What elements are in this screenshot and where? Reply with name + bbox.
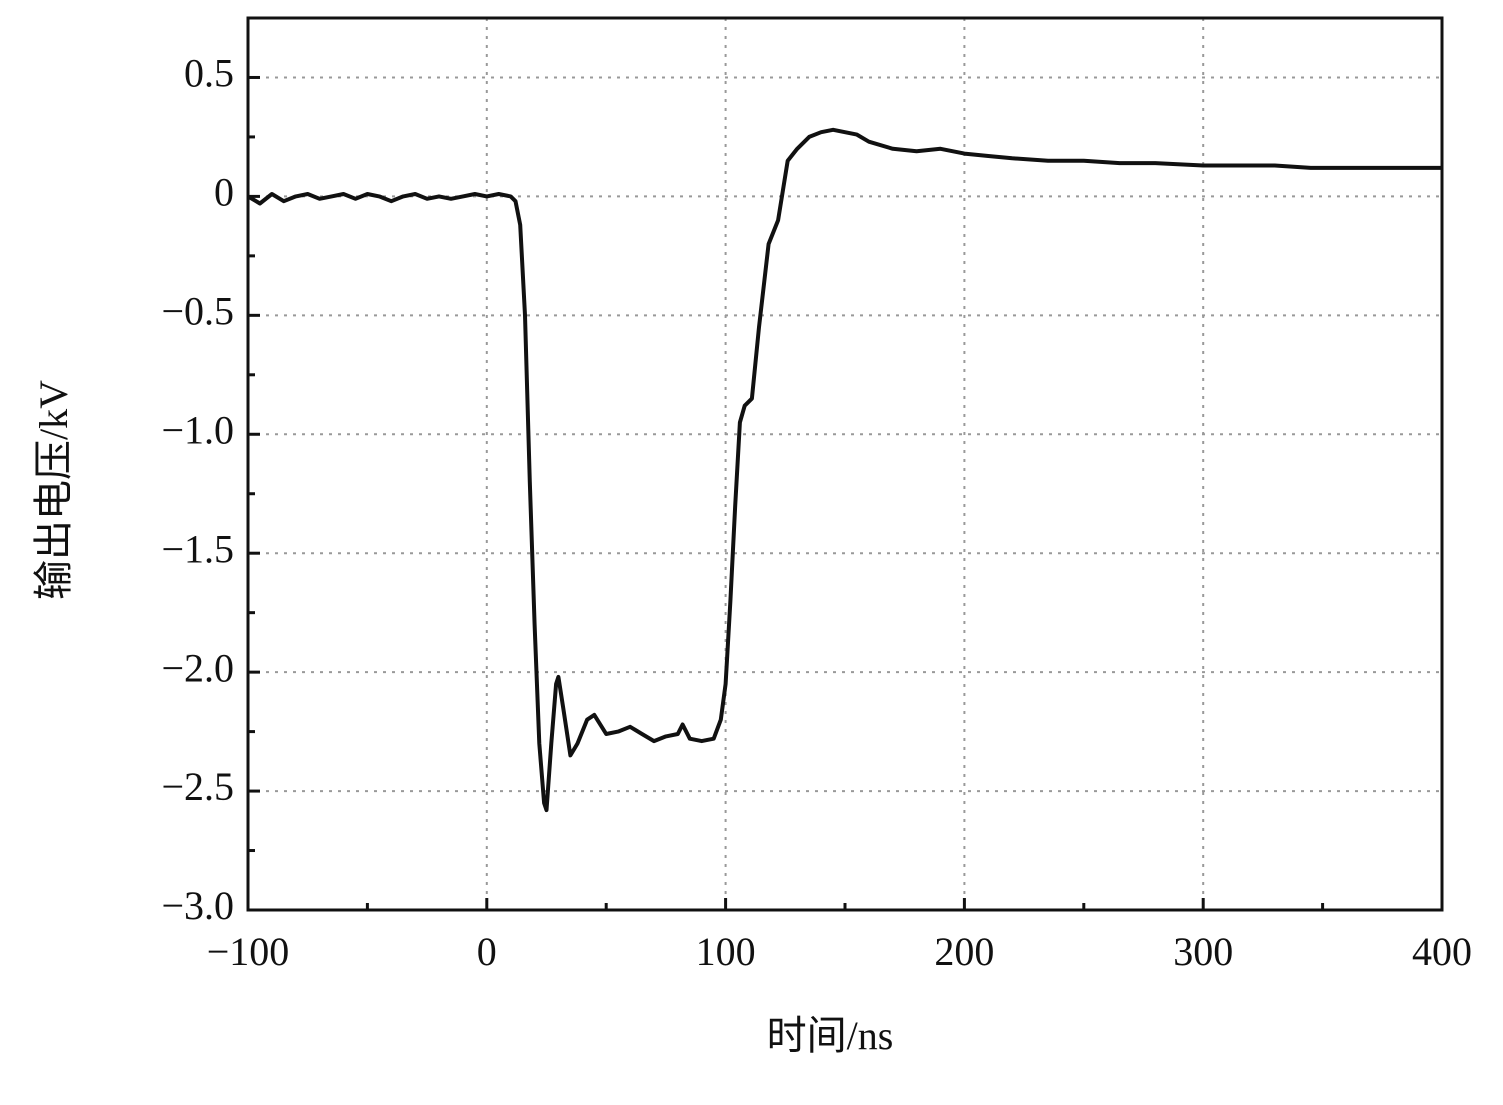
y-tick-label: −1.0 xyxy=(161,407,234,452)
x-tick-label: 200 xyxy=(934,929,994,974)
data-line xyxy=(246,127,1442,813)
x-axis-label: 时间/ns xyxy=(767,1013,894,1058)
x-tick-label: −100 xyxy=(207,929,290,974)
y-tick-label: −3.0 xyxy=(161,883,234,928)
y-tick-label: −2.5 xyxy=(161,764,234,809)
plot-frame xyxy=(246,16,1444,912)
y-axis-label: 输出电压/kV xyxy=(31,380,76,600)
x-tick-label: 300 xyxy=(1173,929,1233,974)
y-tick-label: −1.5 xyxy=(161,526,234,571)
x-tick-label: 0 xyxy=(477,929,497,974)
y-tick-label: 0.5 xyxy=(184,51,234,96)
x-tick-label: 400 xyxy=(1412,929,1472,974)
y-tick-label: 0 xyxy=(214,170,234,215)
y-tick-label: −0.5 xyxy=(161,289,234,334)
x-tick-label: 100 xyxy=(696,929,756,974)
y-tick-label: −2.0 xyxy=(161,645,234,690)
